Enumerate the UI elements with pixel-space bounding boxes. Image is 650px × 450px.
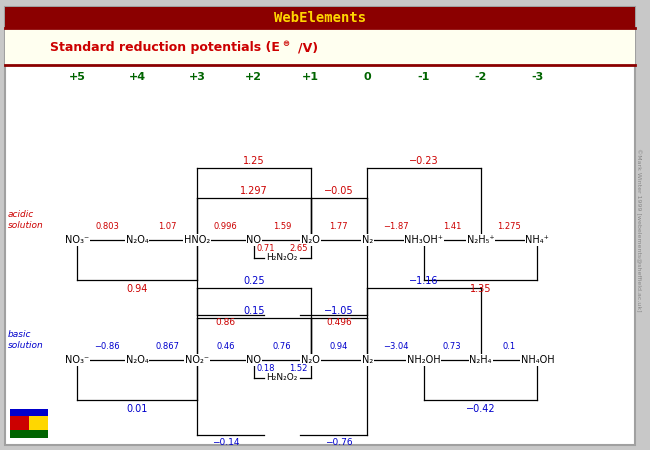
Text: N₂O: N₂O [301,235,320,245]
Text: −0.05: −0.05 [324,186,354,196]
Text: -1: -1 [418,72,430,82]
Text: N₂O₄: N₂O₄ [126,235,149,245]
Text: H₂N₂O₂: H₂N₂O₂ [266,374,298,382]
Text: 0.803: 0.803 [96,222,120,231]
Text: N₂: N₂ [361,235,373,245]
Text: NH₃OH⁺: NH₃OH⁺ [404,235,443,245]
Text: 2.65: 2.65 [289,244,307,253]
Text: NO: NO [246,355,261,365]
Bar [29,416,48,430]
Text: 0.25: 0.25 [243,276,265,286]
Text: 1.52: 1.52 [289,364,307,373]
Text: −1.87: −1.87 [383,222,408,231]
Text: −0.14: −0.14 [212,438,239,447]
Text: N₂H₄: N₂H₄ [469,355,492,365]
Text: −0.42: −0.42 [466,404,495,414]
Text: NO₃⁻: NO₃⁻ [66,235,90,245]
Text: −0.23: −0.23 [409,156,439,166]
Text: −0.86: −0.86 [94,342,120,351]
Text: ⊜: ⊜ [282,40,289,49]
Text: NO₃⁻: NO₃⁻ [66,355,90,365]
Text: 0.1: 0.1 [502,342,515,351]
Text: −1.05: −1.05 [324,306,354,316]
Text: 1.275: 1.275 [497,222,521,231]
Text: 1.59: 1.59 [273,222,291,231]
Text: 1.41: 1.41 [443,222,461,231]
Bar [10,409,48,416]
Text: 0.76: 0.76 [273,342,291,351]
Text: 0.73: 0.73 [443,342,461,351]
Text: 0.46: 0.46 [216,342,235,351]
Text: NH₄OH: NH₄OH [521,355,554,365]
Text: 1.07: 1.07 [158,222,176,231]
Text: NO₂⁻: NO₂⁻ [185,355,209,365]
Text: N₂H₅⁺: N₂H₅⁺ [467,235,495,245]
Text: NH₄⁺: NH₄⁺ [525,235,549,245]
Text: 0.94: 0.94 [330,342,348,351]
Text: −3.04: −3.04 [383,342,408,351]
Text: 0.496: 0.496 [326,318,352,327]
Text: 1.35: 1.35 [470,284,491,294]
FancyBboxPatch shape [5,7,635,445]
Bar [5,28,635,65]
Bar [10,416,29,430]
Text: HNO₂: HNO₂ [184,235,211,245]
Text: NO: NO [246,235,261,245]
Text: 0.94: 0.94 [127,284,148,294]
Text: acidic
solution: acidic solution [8,210,44,230]
Text: H₂N₂O₂: H₂N₂O₂ [266,253,298,262]
Text: 0.996: 0.996 [214,222,237,231]
Text: basic
solution: basic solution [8,330,44,350]
Text: 0: 0 [363,72,371,82]
Text: N₂O₄: N₂O₄ [126,355,149,365]
Text: 0.867: 0.867 [155,342,179,351]
Text: +2: +2 [245,72,263,82]
Text: ©Mark Winter 1999 [webelements@sheffield.ac.uk]: ©Mark Winter 1999 [webelements@sheffield… [635,148,641,312]
Text: /V): /V) [298,41,318,54]
Text: +3: +3 [188,72,205,82]
Text: +1: +1 [302,72,319,82]
Text: -2: -2 [474,72,487,82]
Bar [5,7,635,28]
Text: 1.297: 1.297 [240,186,268,196]
Text: 0.01: 0.01 [127,404,148,414]
Text: NH₂OH: NH₂OH [407,355,441,365]
Text: −0.76: −0.76 [325,438,353,447]
Text: 1.25: 1.25 [243,156,265,166]
Text: 0.18: 0.18 [257,364,276,373]
Text: -3: -3 [531,72,543,82]
Text: N₂: N₂ [361,355,373,365]
Text: 0.15: 0.15 [243,306,265,316]
Text: WebElements: WebElements [274,10,366,24]
Text: Standard reduction potentials (E: Standard reduction potentials (E [50,41,280,54]
Text: +5: +5 [69,72,86,82]
Text: N₂O: N₂O [301,355,320,365]
Text: +4: +4 [129,72,146,82]
Text: 0.86: 0.86 [215,318,235,327]
Text: −1.16: −1.16 [410,276,439,286]
Text: 1.77: 1.77 [330,222,348,231]
Bar [10,430,48,438]
Text: 0.71: 0.71 [257,244,276,253]
